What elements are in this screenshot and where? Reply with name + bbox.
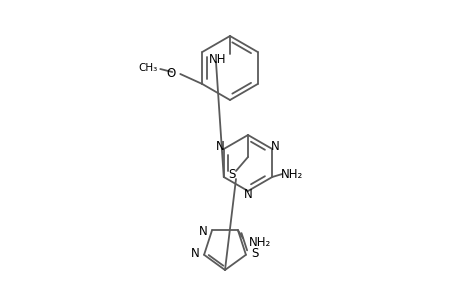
- Text: N: N: [271, 140, 280, 154]
- Text: N: N: [243, 188, 252, 202]
- Text: NH₂: NH₂: [280, 167, 303, 181]
- Text: S: S: [228, 169, 235, 182]
- Text: CH₃: CH₃: [138, 63, 157, 73]
- Text: NH₂: NH₂: [248, 236, 270, 249]
- Text: NH: NH: [209, 52, 226, 65]
- Text: N: N: [190, 247, 199, 260]
- Text: N: N: [198, 225, 207, 238]
- Text: N: N: [215, 140, 224, 154]
- Text: O: O: [166, 67, 175, 80]
- Text: S: S: [251, 247, 258, 260]
